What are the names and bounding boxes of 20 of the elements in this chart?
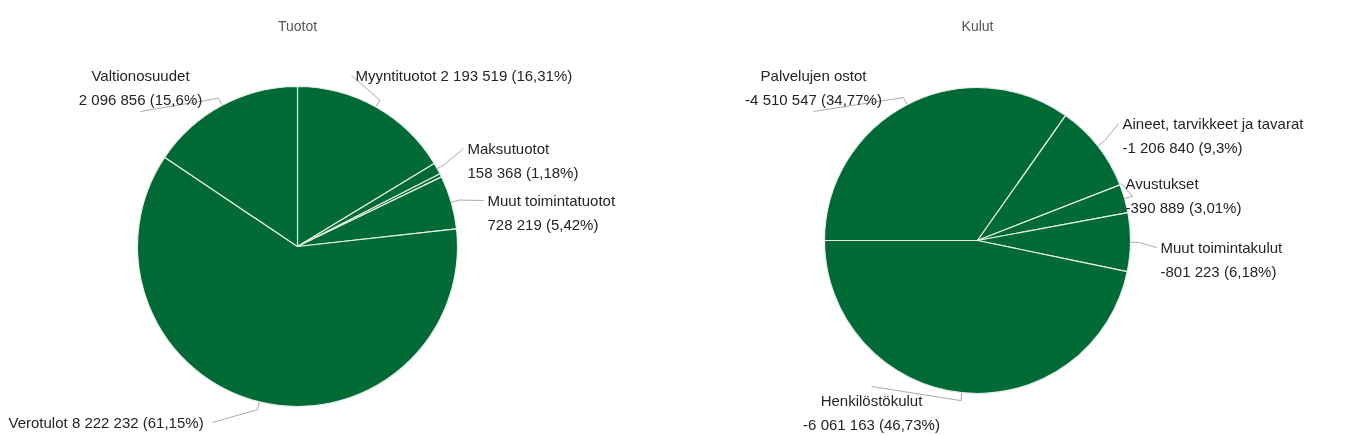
slice-label: Henkilöstökulut xyxy=(820,392,924,409)
slice-label: Muut toimintatuotot xyxy=(487,192,616,209)
data-label: 728 219 (5,42%) xyxy=(487,216,599,233)
data-label: 2 096 856 (15,6%) xyxy=(78,91,203,108)
chart-title: Kulut xyxy=(961,17,994,34)
slice-label: Verotulot 8 222 232 (61,15%) xyxy=(8,414,204,431)
data-label: -6 061 163 (46,73%) xyxy=(803,416,940,433)
chart-title: Tuotot xyxy=(277,17,318,34)
data-label: -801 223 (6,18%) xyxy=(1160,263,1277,280)
slice-label: Maksutuotot xyxy=(467,140,551,157)
slice-label: Valtionosuudet xyxy=(91,67,191,84)
data-label: -390 889 (3,01%) xyxy=(1125,199,1242,216)
data-label: -1 206 840 (9,3%) xyxy=(1122,139,1243,156)
data-label: -4 510 547 (34,77%) xyxy=(745,91,882,108)
slice-label: Myyntituotot 2 193 519 (16,31%) xyxy=(355,67,573,84)
slice-label: Avustukset xyxy=(1125,175,1200,192)
slice-label: Muut toimintakulut xyxy=(1160,239,1284,256)
slice-label: Aineet, tarvikkeet ja tavarat xyxy=(1122,115,1305,132)
data-label: 158 368 (1,18%) xyxy=(467,164,579,181)
slice-label: Palvelujen ostot xyxy=(760,67,868,84)
